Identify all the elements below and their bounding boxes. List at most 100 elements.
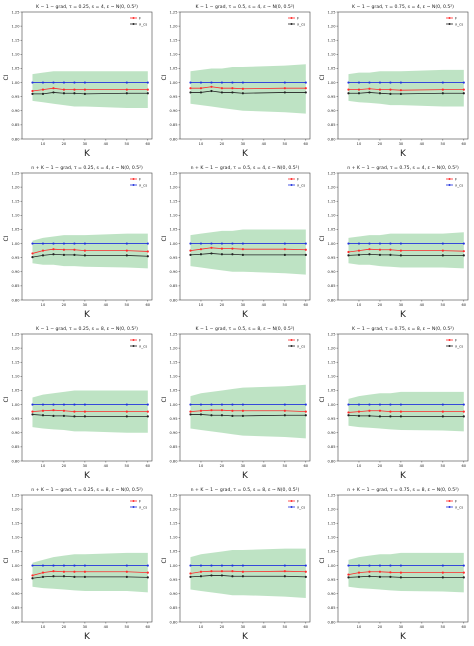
data-point	[83, 564, 87, 567]
data-point	[31, 252, 34, 255]
y-tick-label: 0.85	[169, 606, 177, 610]
data-point	[62, 253, 66, 256]
x-tick-label: 40	[420, 303, 425, 307]
x-tick-label: 20	[62, 464, 67, 468]
data-point	[73, 415, 76, 418]
data-point	[125, 249, 128, 252]
data-point	[62, 248, 66, 251]
y-tick-label: 0.80	[169, 459, 178, 463]
y-tick-label: 0.95	[11, 95, 19, 99]
data-point	[357, 414, 361, 417]
data-point	[399, 242, 403, 245]
y-tick-label: 1.25	[11, 10, 19, 14]
data-point	[441, 242, 444, 245]
data-point	[368, 91, 371, 94]
data-point	[441, 571, 444, 574]
x-tick-label: 60	[304, 142, 309, 146]
x-tick-label: 30	[241, 464, 246, 468]
data-point	[41, 92, 45, 95]
y-tick-label: 0.95	[327, 578, 335, 582]
x-tick-label: 30	[399, 303, 404, 307]
x-tick-label: 30	[83, 142, 88, 146]
y-tick-label: 1.15	[11, 39, 19, 43]
x-axis-label: K	[400, 310, 407, 320]
data-point	[231, 91, 234, 94]
data-point	[62, 403, 66, 406]
data-point	[210, 242, 213, 245]
data-point	[462, 92, 465, 95]
data-point	[52, 242, 55, 245]
data-point	[220, 409, 224, 412]
y-tick-label: 1.00	[327, 242, 336, 246]
data-point	[220, 242, 224, 245]
data-point	[399, 571, 403, 574]
x-axis-label: K	[400, 471, 407, 481]
legend-label: λ_cs	[139, 343, 147, 348]
data-point	[399, 576, 403, 579]
legend-label: F	[297, 176, 299, 181]
legend-label: λ_cs	[297, 182, 305, 187]
x-tick-label: 60	[304, 464, 309, 468]
y-axis-label: CI	[161, 235, 168, 241]
x-tick-label: 40	[262, 142, 267, 146]
data-point	[357, 81, 361, 84]
data-point	[231, 570, 234, 573]
data-point	[241, 87, 245, 90]
data-point	[62, 409, 66, 412]
y-tick-label: 0.80	[327, 459, 336, 463]
data-point	[231, 242, 234, 245]
data-point	[52, 575, 55, 578]
y-tick-label: 1.25	[327, 493, 335, 497]
data-point	[73, 410, 76, 413]
y-tick-label: 1.10	[169, 375, 178, 379]
data-point	[41, 242, 45, 245]
data-point	[462, 254, 465, 257]
y-tick-label: 0.95	[169, 95, 177, 99]
data-point	[146, 564, 149, 567]
y-axis-label: CI	[319, 557, 326, 563]
legend-marker	[448, 339, 451, 341]
y-tick-label: 0.95	[11, 578, 19, 582]
chart-title: n + K − 1 − grad, τ = 0.25, s = 4, ε ~ N…	[31, 165, 143, 171]
chart-panel: n + K − 1 − grad, τ = 0.5, s = 8, ε ~ N(…	[158, 483, 316, 644]
y-tick-label: 0.85	[327, 606, 335, 610]
data-point	[210, 403, 213, 406]
data-point	[41, 575, 45, 578]
y-tick-label: 1.15	[169, 522, 177, 526]
y-tick-label: 1.20	[11, 24, 20, 28]
data-point	[220, 570, 224, 573]
data-point	[283, 242, 286, 245]
legend-marker	[290, 500, 293, 502]
data-point	[73, 242, 76, 245]
legend-label: λ_cs	[139, 182, 147, 187]
data-point	[220, 414, 224, 417]
y-tick-label: 0.90	[169, 270, 178, 274]
x-axis-label: K	[242, 471, 249, 481]
data-point	[441, 576, 444, 579]
y-tick-label: 0.85	[169, 445, 177, 449]
legend-label: F	[455, 337, 457, 342]
data-point	[283, 248, 286, 251]
data-point	[31, 256, 34, 259]
data-point	[368, 403, 371, 406]
data-point	[378, 409, 382, 412]
data-point	[52, 87, 55, 90]
legend-label: λ_cs	[297, 343, 305, 348]
confidence-band	[348, 69, 464, 107]
chart-title: K − 1 − grad, τ = 0.25, s = 4, ε ~ N(0, …	[36, 4, 138, 10]
data-point	[441, 403, 444, 406]
legend-marker	[290, 506, 293, 508]
data-point	[283, 414, 286, 417]
data-point	[389, 92, 392, 95]
data-point	[52, 409, 55, 412]
y-tick-label: 1.05	[327, 550, 335, 554]
confidence-band	[190, 229, 306, 275]
data-point	[62, 564, 66, 567]
data-point	[125, 81, 128, 84]
data-point	[83, 81, 87, 84]
data-point	[41, 88, 45, 91]
y-tick-label: 0.95	[169, 417, 177, 421]
data-point	[378, 253, 382, 256]
data-point	[241, 81, 245, 84]
data-point	[31, 564, 34, 567]
